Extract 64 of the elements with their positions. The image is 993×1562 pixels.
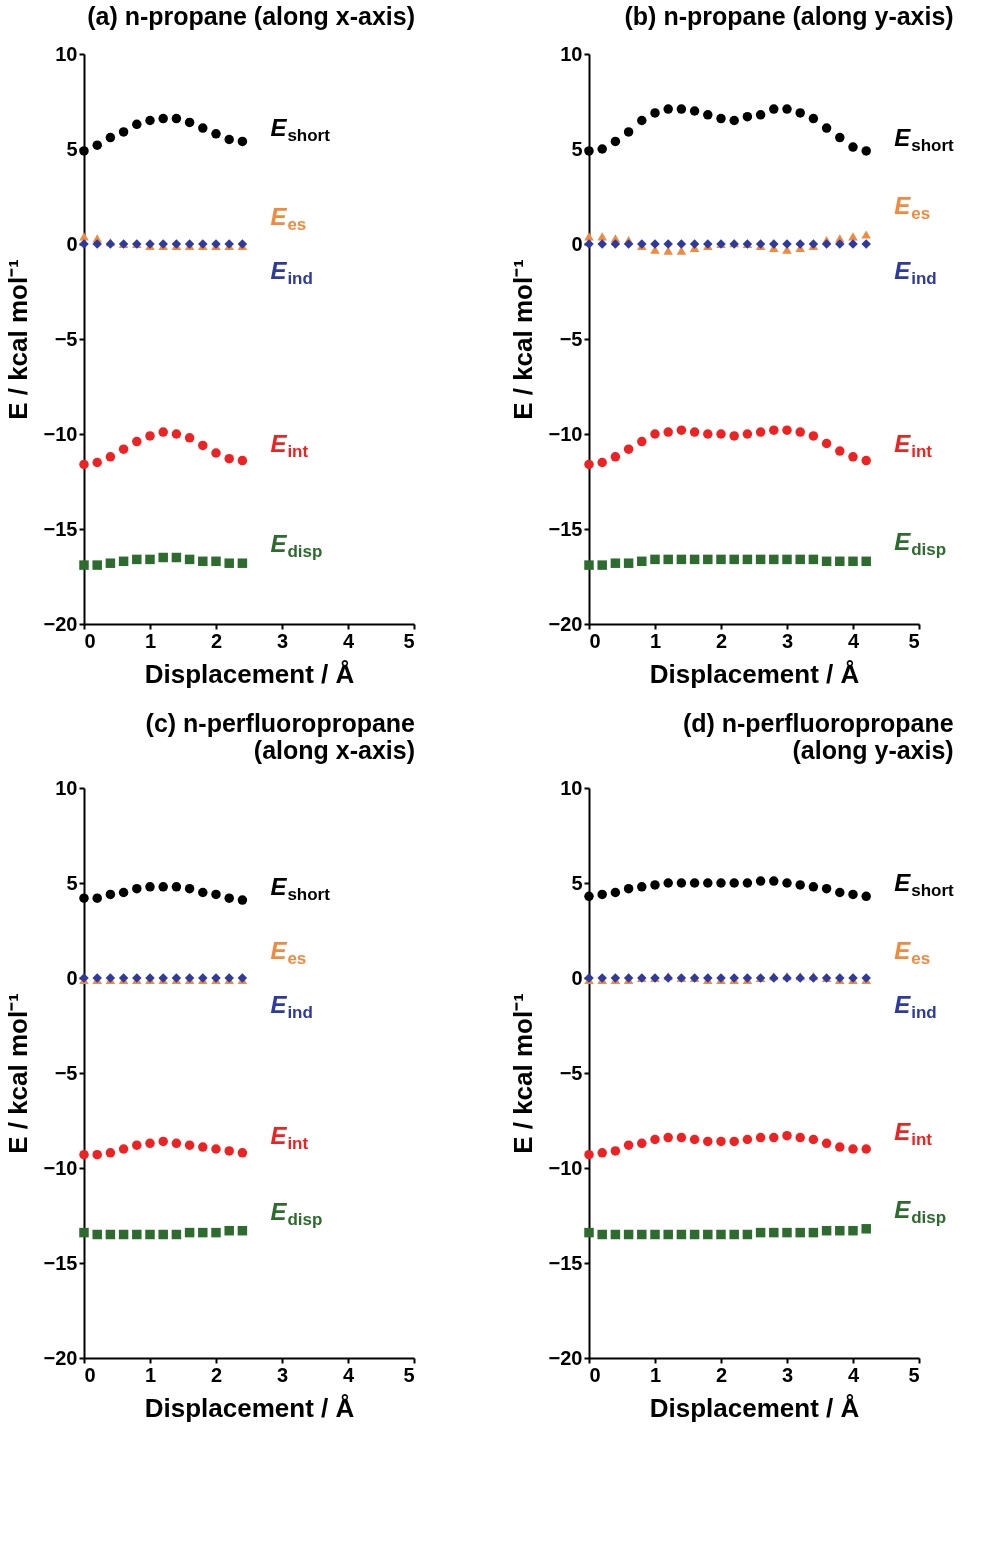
y-tick-label: −10 <box>548 1156 583 1179</box>
x-tick-label: 4 <box>847 629 860 652</box>
y-tick-label: −20 <box>43 1346 78 1369</box>
x-tick-label: 3 <box>276 1363 289 1386</box>
x-tick-label: 5 <box>908 1363 920 1386</box>
y-tick-label: −15 <box>43 1251 78 1274</box>
y-tick-label: 0 <box>571 232 583 255</box>
y-axis-title: E / kcal mol⁻¹ <box>507 259 538 420</box>
x-tick-label: 5 <box>403 1363 415 1386</box>
y-tick-label: −5 <box>54 1061 78 1084</box>
y-tick-label: 5 <box>66 137 78 160</box>
x-tick-label: 1 <box>144 629 157 652</box>
y-tick-label: −5 <box>559 1061 583 1084</box>
y-tick-label: 5 <box>571 137 583 160</box>
x-tick-label: 1 <box>649 629 662 652</box>
x-tick-label: 2 <box>210 1363 223 1386</box>
chart-title: (d) n-perfluoropropane (along y-axis) <box>682 709 954 764</box>
x-tick-label: 4 <box>342 629 355 652</box>
y-tick-label: 10 <box>560 776 583 799</box>
y-tick-label: 10 <box>55 776 78 799</box>
y-tick-label: −20 <box>548 1346 583 1369</box>
y-axis-title: E / kcal mol⁻¹ <box>507 993 538 1154</box>
y-tick-label: −10 <box>43 422 78 445</box>
y-tick-label: −20 <box>43 612 78 635</box>
x-tick-label: 0 <box>84 629 96 652</box>
x-tick-label: 0 <box>84 1363 96 1386</box>
y-tick-label: −15 <box>548 517 583 540</box>
y-axis-title: E / kcal mol⁻¹ <box>2 993 33 1154</box>
y-tick-label: −10 <box>43 1156 78 1179</box>
y-tick-label: 0 <box>66 966 78 989</box>
y-tick-label: 0 <box>571 966 583 989</box>
chart-title: (b) n-propane (along y-axis) <box>624 2 954 30</box>
y-tick-label: 10 <box>560 42 583 65</box>
y-tick-label: 5 <box>66 871 78 894</box>
x-axis-title: Displacement / Å <box>144 658 355 689</box>
y-axis-title: E / kcal mol⁻¹ <box>2 259 33 420</box>
y-tick-label: 0 <box>66 232 78 255</box>
x-tick-label: 4 <box>342 1363 355 1386</box>
x-tick-label: 3 <box>781 1363 794 1386</box>
x-tick-label: 0 <box>589 1363 601 1386</box>
x-axis-title: Displacement / Å <box>144 1392 355 1423</box>
x-tick-label: 3 <box>781 629 794 652</box>
x-tick-label: 2 <box>715 629 728 652</box>
x-tick-label: 2 <box>210 629 223 652</box>
y-tick-label: −15 <box>43 517 78 540</box>
y-tick-label: −10 <box>548 422 583 445</box>
chart-title: (c) n-perfluoropropane (along x-axis) <box>145 709 416 764</box>
x-tick-label: 3 <box>276 629 289 652</box>
y-tick-label: 10 <box>55 42 78 65</box>
x-axis-title: Displacement / Å <box>649 658 860 689</box>
x-tick-label: 1 <box>144 1363 157 1386</box>
y-tick-label: −20 <box>548 612 583 635</box>
y-tick-label: 5 <box>571 871 583 894</box>
chart-title: (a) n-propane (along x-axis) <box>87 2 415 30</box>
x-tick-label: 0 <box>589 629 601 652</box>
x-tick-label: 2 <box>715 1363 728 1386</box>
x-tick-label: 5 <box>403 629 415 652</box>
x-tick-label: 5 <box>908 629 920 652</box>
y-tick-label: −15 <box>548 1251 583 1274</box>
y-tick-label: −5 <box>54 327 78 350</box>
x-axis-title: Displacement / Å <box>649 1392 860 1423</box>
x-tick-label: 1 <box>649 1363 662 1386</box>
y-tick-label: −5 <box>559 327 583 350</box>
x-tick-label: 4 <box>847 1363 860 1386</box>
